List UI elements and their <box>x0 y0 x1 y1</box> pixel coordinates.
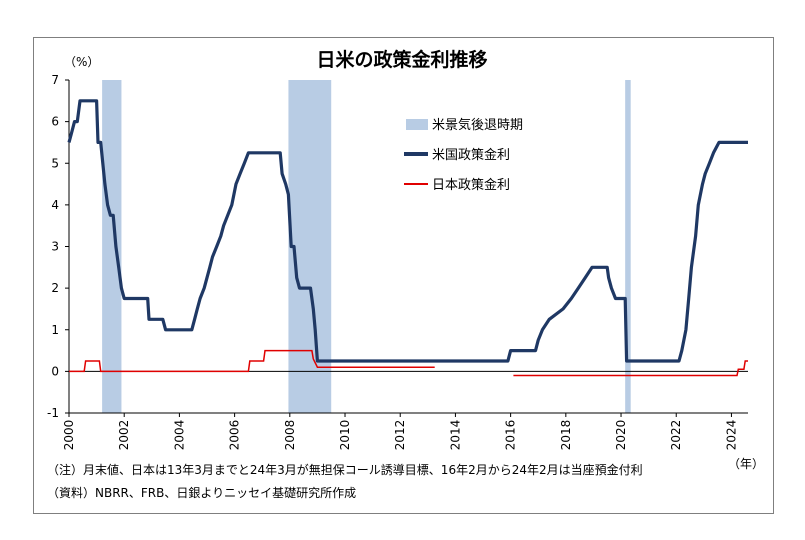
y-tick-label: 7 <box>51 73 59 87</box>
axes: -1 0 1 2 3 4 5 6 7 2000 2002 2004 2006 2008 2010 2012 20… <box>47 73 748 450</box>
legend-recession-swatch <box>406 119 428 130</box>
legend-recession-label: 米景気後退時期 <box>432 117 523 133</box>
y-tick-label: 2 <box>51 281 59 295</box>
recession-band <box>625 80 631 413</box>
y-tick-label: 3 <box>51 240 59 254</box>
legend-us-label: 米国政策金利 <box>432 147 510 163</box>
series-lines <box>67 99 748 377</box>
y-tick-label: 1 <box>51 323 59 337</box>
footnote: （注）月末値、日本は13年3月までと24年3月が無担保コール誘導目標、16年2月… <box>47 463 643 477</box>
x-tick-label: 2022 <box>669 420 683 451</box>
x-tick-label: 2000 <box>62 420 76 451</box>
x-tick-label: 2018 <box>559 420 573 451</box>
y-axis-unit: （%） <box>64 55 99 69</box>
x-tick-label: 2006 <box>228 420 242 451</box>
japan-rate-line <box>69 349 435 373</box>
legend-jp-label: 日本政策金利 <box>432 177 510 193</box>
x-tick-label: 2024 <box>724 420 738 451</box>
source-note: （資料）NBRR、FRB、日銀よりニッセイ基礎研究所作成 <box>47 486 357 500</box>
y-tick-label: 0 <box>51 364 59 378</box>
x-tick-label: 2004 <box>172 420 186 451</box>
y-tick-label: 6 <box>51 115 59 129</box>
x-tick-label: 2014 <box>448 420 462 451</box>
x-tick-label: 2016 <box>504 420 518 451</box>
us-rate-line <box>67 99 748 363</box>
y-tick-label: 4 <box>51 198 59 212</box>
y-tick-label: -1 <box>47 406 59 420</box>
recession-bands <box>102 80 631 413</box>
japan-rate-line <box>513 360 748 377</box>
chart-frame <box>33 37 774 514</box>
recession-band <box>102 80 122 413</box>
x-tick-label: 2010 <box>338 420 352 451</box>
x-tick-label: 2008 <box>283 420 297 451</box>
legend: 米景気後退時期 米国政策金利 日本政策金利 <box>404 117 523 193</box>
x-tick-label: 2002 <box>117 420 131 451</box>
y-tick-label: 5 <box>51 156 59 170</box>
x-axis-unit: （年） <box>728 457 764 471</box>
chart-title: 日米の政策金利推移 <box>316 48 487 71</box>
x-tick-label: 2020 <box>614 420 628 451</box>
x-tick-label: 2012 <box>393 420 407 451</box>
